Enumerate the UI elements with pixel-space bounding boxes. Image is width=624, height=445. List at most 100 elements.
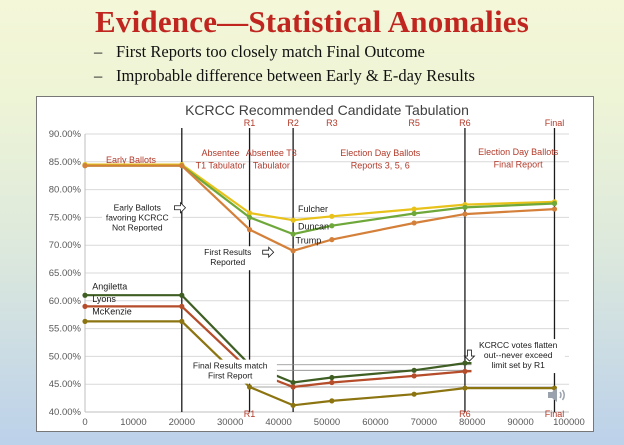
annotation-text: Final Results match xyxy=(193,361,268,371)
data-point xyxy=(411,220,417,226)
data-point xyxy=(82,303,88,309)
y-tick-label: 90.00% xyxy=(49,129,82,140)
series-label: Duncan xyxy=(298,222,329,232)
data-point xyxy=(411,373,417,379)
bullet-item: – First Reports too closely match Final O… xyxy=(94,40,475,64)
data-point xyxy=(82,318,88,324)
y-tick-label: 40.00% xyxy=(49,407,82,418)
annotation-text: limit set by R1 xyxy=(491,360,545,370)
data-point xyxy=(290,248,296,254)
data-point xyxy=(179,318,185,324)
annotation-text: Reported xyxy=(210,257,245,267)
annotation-text: favoring KCRCC xyxy=(106,213,169,223)
annotation-text: First Report xyxy=(208,371,253,381)
data-point xyxy=(246,214,253,220)
data-point xyxy=(411,391,417,397)
top-marker-label: Final xyxy=(545,118,565,128)
x-tick-label: 60000 xyxy=(362,417,388,428)
bullet-marker: – xyxy=(94,66,103,85)
data-point xyxy=(290,217,296,223)
x-tick-label: 80000 xyxy=(459,417,485,428)
data-point xyxy=(411,367,417,373)
annotation-text: Early Ballots xyxy=(114,203,161,213)
arrow-right-icon xyxy=(262,246,275,259)
bottom-marker-label: R6 xyxy=(459,409,471,419)
series-label: McKenzie xyxy=(92,307,132,317)
data-point xyxy=(179,303,185,309)
data-point xyxy=(329,374,335,381)
y-tick-label: 70.00% xyxy=(49,240,82,251)
section-label: Election Day Ballots xyxy=(478,147,559,157)
section-label: T1 Tabulator xyxy=(196,160,246,170)
x-tick-label: 90000 xyxy=(507,417,533,428)
data-point xyxy=(462,211,468,217)
top-marker-label: R1 xyxy=(244,118,256,128)
bullet-item: – Improbable difference between Early & E… xyxy=(94,64,475,88)
bullet-text: First Reports too closely match Final Ou… xyxy=(116,42,425,61)
speaker-icon[interactable] xyxy=(546,386,568,404)
annotation-box xyxy=(471,339,565,374)
annotation-text: out--never exceed xyxy=(484,350,553,360)
section-label: Absentee T3 xyxy=(246,148,297,158)
data-point xyxy=(246,384,253,390)
y-tick-label: 45.00% xyxy=(49,379,82,390)
arrow-down-icon xyxy=(463,349,476,362)
x-tick-label: 0 xyxy=(82,417,87,428)
y-tick-label: 80.00% xyxy=(49,185,82,196)
series-line-fulcher xyxy=(85,163,555,222)
y-tick-label: 85.00% xyxy=(49,157,82,168)
data-point xyxy=(290,379,296,386)
bullet-list: – First Reports too closely match Final O… xyxy=(94,40,475,88)
data-point xyxy=(329,379,335,386)
series-line-lyons xyxy=(85,305,555,389)
section-label: Final Report xyxy=(494,159,544,169)
data-point xyxy=(179,292,185,298)
data-point xyxy=(462,385,468,391)
bottom-marker-label: Final xyxy=(545,409,565,419)
arrow-right-icon xyxy=(174,201,187,214)
data-point xyxy=(462,368,468,375)
section-label: Reports 3, 5, 6 xyxy=(351,160,410,170)
data-point xyxy=(551,206,558,212)
line-chart: KCRCC Recommended Candidate Tabulation 40… xyxy=(49,102,585,428)
data-point xyxy=(82,292,88,298)
section-label: Election Day Ballots xyxy=(340,148,421,158)
y-tick-label: 60.00% xyxy=(49,296,82,307)
top-marker-label: R3 xyxy=(326,118,338,128)
series-label: Angiletta xyxy=(92,282,127,292)
y-tick-label: 75.00% xyxy=(49,212,82,223)
slide-title: Evidence—Statistical Anomalies xyxy=(95,4,529,39)
data-point xyxy=(329,398,335,404)
data-point xyxy=(246,210,253,216)
data-point xyxy=(290,384,296,390)
series-line-trump xyxy=(85,164,555,252)
top-marker-label: R5 xyxy=(408,118,420,128)
bullet-text: Improbable difference between Early & E-… xyxy=(116,66,475,85)
data-point xyxy=(462,204,468,210)
data-point xyxy=(551,200,558,207)
series-label: Trump xyxy=(296,236,322,246)
data-point xyxy=(329,237,335,243)
chart-title: KCRCC Recommended Candidate Tabulation xyxy=(185,102,469,118)
data-point xyxy=(411,206,417,212)
bullet-marker: – xyxy=(94,42,103,61)
data-point xyxy=(82,163,88,169)
x-tick-label: 100000 xyxy=(553,417,585,428)
y-tick-label: 50.00% xyxy=(49,351,82,362)
section-label: Tabulator xyxy=(253,160,290,170)
top-marker-label: R2 xyxy=(287,118,299,128)
data-point xyxy=(411,210,417,217)
x-tick-label: 70000 xyxy=(411,417,437,428)
series-label: Fulcher xyxy=(298,204,328,214)
data-point xyxy=(246,227,253,233)
x-tick-label: 10000 xyxy=(120,417,146,428)
x-tick-label: 50000 xyxy=(314,417,340,428)
bottom-marker-label: R1 xyxy=(244,409,256,419)
series-line-duncan xyxy=(85,164,555,236)
top-marker-label: R6 xyxy=(459,118,471,128)
series-line-mckenzie xyxy=(85,320,555,407)
section-label: Early Ballots xyxy=(106,155,157,165)
y-tick-label: 65.00% xyxy=(49,268,82,279)
data-point xyxy=(290,231,296,237)
annotation-text: KCRCC votes flatten xyxy=(479,340,558,350)
